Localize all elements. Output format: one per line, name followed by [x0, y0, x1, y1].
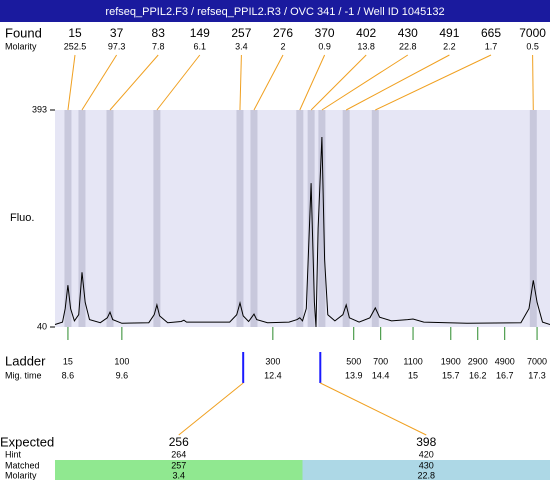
found-molarity: 2.2 — [443, 41, 456, 51]
peak-band — [318, 110, 326, 327]
ladder-size: 100 — [114, 356, 129, 366]
ladder-time: 14.4 — [372, 370, 390, 380]
ladder-time: 15 — [408, 370, 418, 380]
found-molarity: 0.9 — [318, 41, 331, 51]
found-size: 37 — [110, 26, 124, 40]
peak-band — [250, 110, 258, 327]
found-size: 15 — [68, 26, 82, 40]
peak-band — [307, 110, 315, 327]
found-size: 430 — [398, 26, 418, 40]
row-label: Molarity — [5, 470, 37, 480]
found-size: 370 — [315, 26, 335, 40]
expected-matched: 430 — [419, 460, 434, 470]
found-size: 7000 — [519, 26, 546, 40]
found-molarity: 13.8 — [357, 41, 375, 51]
found-molarity: 2 — [280, 41, 285, 51]
ladder-size: 2900 — [468, 356, 488, 366]
found-size: 257 — [231, 26, 251, 40]
ladder-time: 16.2 — [469, 370, 487, 380]
ladder-size: 15 — [63, 356, 73, 366]
expected-link — [320, 382, 427, 436]
ladder-size: 300 — [265, 356, 280, 366]
expected-molarity: 3.4 — [172, 470, 185, 480]
ladder-time: 9.6 — [116, 370, 129, 380]
row-label: Molarity — [5, 41, 37, 51]
peak-band — [64, 110, 72, 327]
expected-link — [178, 382, 244, 436]
peak-band — [78, 110, 86, 327]
expected-size: 256 — [169, 435, 189, 449]
trace — [54, 136, 550, 328]
ladder-size: 1900 — [441, 356, 461, 366]
found-molarity: 0.5 — [526, 41, 539, 51]
peak-band — [342, 110, 350, 327]
row-label: Found — [5, 25, 42, 40]
peak-link — [67, 54, 76, 111]
peak-link — [375, 54, 492, 111]
peak-band — [106, 110, 114, 327]
header-title: refseq_PPIL2.F3 / refseq_PPIL2.R3 / OVC … — [105, 6, 444, 18]
ladder-size: 1100 — [403, 356, 422, 366]
found-size: 491 — [439, 26, 459, 40]
peak-link — [239, 54, 242, 111]
expected-molarity: 22.8 — [417, 470, 435, 480]
peak-link — [299, 54, 326, 111]
ladder-time: 13.9 — [345, 370, 363, 380]
peak-link — [81, 54, 118, 111]
found-size: 665 — [481, 26, 501, 40]
found-size: 402 — [356, 26, 376, 40]
peak-link — [310, 54, 367, 111]
peak-link — [253, 54, 284, 111]
ladder-size: 700 — [373, 356, 388, 366]
ladder-size: 500 — [346, 356, 361, 366]
expected-hint: 420 — [419, 449, 434, 459]
y-tick-label: 393 — [32, 104, 47, 114]
matched-band — [302, 460, 550, 480]
ladder-size: 7000 — [527, 356, 547, 366]
header-bar — [0, 0, 550, 22]
peak-link — [532, 54, 534, 111]
found-size: 83 — [152, 26, 166, 40]
found-molarity: 3.4 — [235, 41, 248, 51]
expected-matched: 257 — [171, 460, 186, 470]
row-label: Hint — [5, 449, 22, 459]
ladder-time: 17.3 — [528, 370, 546, 380]
ladder-time: 15.7 — [442, 370, 460, 380]
peak-band — [296, 110, 304, 327]
row-label: Expected — [0, 434, 54, 449]
row-label: Matched — [5, 460, 40, 470]
found-size: 149 — [190, 26, 210, 40]
peak-band — [153, 110, 161, 327]
row-label: Mig. time — [5, 370, 42, 380]
peak-link — [345, 54, 450, 111]
ladder-time: 8.6 — [62, 370, 75, 380]
peak-band — [236, 110, 244, 327]
peak-band — [371, 110, 379, 327]
peak-band — [529, 110, 537, 327]
found-molarity: 22.8 — [399, 41, 417, 51]
ladder-time: 12.4 — [264, 370, 282, 380]
peak-link — [156, 54, 201, 111]
matched-band — [55, 460, 303, 480]
expected-hint: 264 — [171, 449, 186, 459]
found-size: 276 — [273, 26, 293, 40]
found-molarity: 7.8 — [152, 41, 165, 51]
ladder-size: 4900 — [495, 356, 515, 366]
row-label: Ladder — [5, 353, 46, 368]
found-molarity: 1.7 — [485, 41, 498, 51]
found-molarity: 97.3 — [108, 41, 126, 51]
found-molarity: 252.5 — [64, 41, 87, 51]
peak-link — [109, 54, 159, 111]
ladder-time: 16.7 — [496, 370, 514, 380]
found-molarity: 6.1 — [194, 41, 207, 51]
peak-link — [321, 54, 409, 111]
axis-label: Fluo. — [10, 212, 34, 224]
expected-size: 398 — [416, 435, 436, 449]
y-tick-label: 40 — [37, 321, 47, 331]
